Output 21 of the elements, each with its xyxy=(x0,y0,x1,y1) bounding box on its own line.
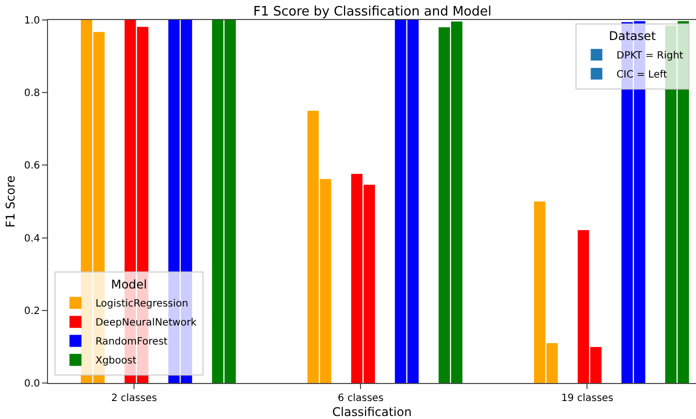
dataset-key: Dataset DPKT = Right CIC = Left xyxy=(576,24,690,90)
legend-title: Model xyxy=(110,277,147,292)
x-axis-title: Classification xyxy=(332,404,412,419)
chart-title: F1 Score by Classification and Model xyxy=(253,4,492,20)
y-tick-label: 0.8 xyxy=(24,88,40,100)
annotation: CIC = Left xyxy=(616,70,668,81)
x-tick-label: 19 classes xyxy=(561,393,614,404)
legend-label: Xgboost xyxy=(95,356,136,367)
x-tick-label: 2 classes xyxy=(111,393,157,404)
annotation: DPKT = Right xyxy=(616,50,684,62)
y-tick-label: 0.2 xyxy=(24,306,40,317)
x-tick-label: 6 classes xyxy=(338,393,384,404)
y-tick-label: 0.4 xyxy=(24,233,40,244)
annotation: Dataset xyxy=(608,29,656,44)
y-tick-label: 0.6 xyxy=(24,160,40,172)
y-tick-label: 1.0 xyxy=(24,16,40,26)
y-axis-title: F1 Score xyxy=(3,176,18,228)
legend-label: LogisticRegression xyxy=(95,298,188,310)
y-tick-label: 0.0 xyxy=(24,378,40,390)
legend-label: RandomForest xyxy=(95,336,168,348)
legend-label: DeepNeuralNetwork xyxy=(95,318,197,329)
